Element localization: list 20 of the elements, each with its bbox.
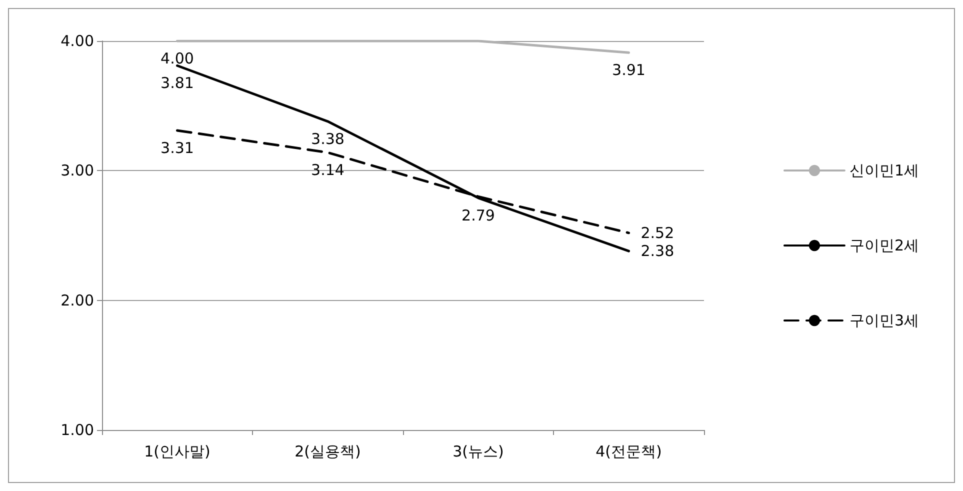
- data-label: 3.38: [311, 130, 344, 148]
- y-tick-label: 2.00: [60, 291, 94, 310]
- data-label: 3.14: [311, 161, 344, 180]
- data-label: 2.52: [640, 224, 674, 242]
- data-label: 3.91: [612, 61, 646, 80]
- data-label: 4.00: [160, 50, 194, 68]
- legend-label: 구이민2세: [849, 236, 920, 254]
- legend-label: 구이민3세: [849, 312, 920, 330]
- x-tick-label: 3(뉴스): [452, 442, 504, 460]
- legend-label: 신이민1세: [849, 162, 920, 180]
- data-label: 3.81: [160, 74, 194, 92]
- data-label: 3.31: [160, 138, 194, 157]
- data-label: 2.79: [462, 206, 495, 224]
- y-tick-label: 4.00: [60, 32, 94, 50]
- data-label: 2.38: [640, 242, 674, 260]
- x-tick-label: 1(인사말): [144, 442, 210, 460]
- x-tick-label: 2(실용책): [294, 442, 361, 460]
- x-tick-label: 4(전문책): [596, 442, 662, 460]
- y-tick-label: 3.00: [60, 162, 94, 180]
- y-tick-label: 1.00: [60, 421, 94, 439]
